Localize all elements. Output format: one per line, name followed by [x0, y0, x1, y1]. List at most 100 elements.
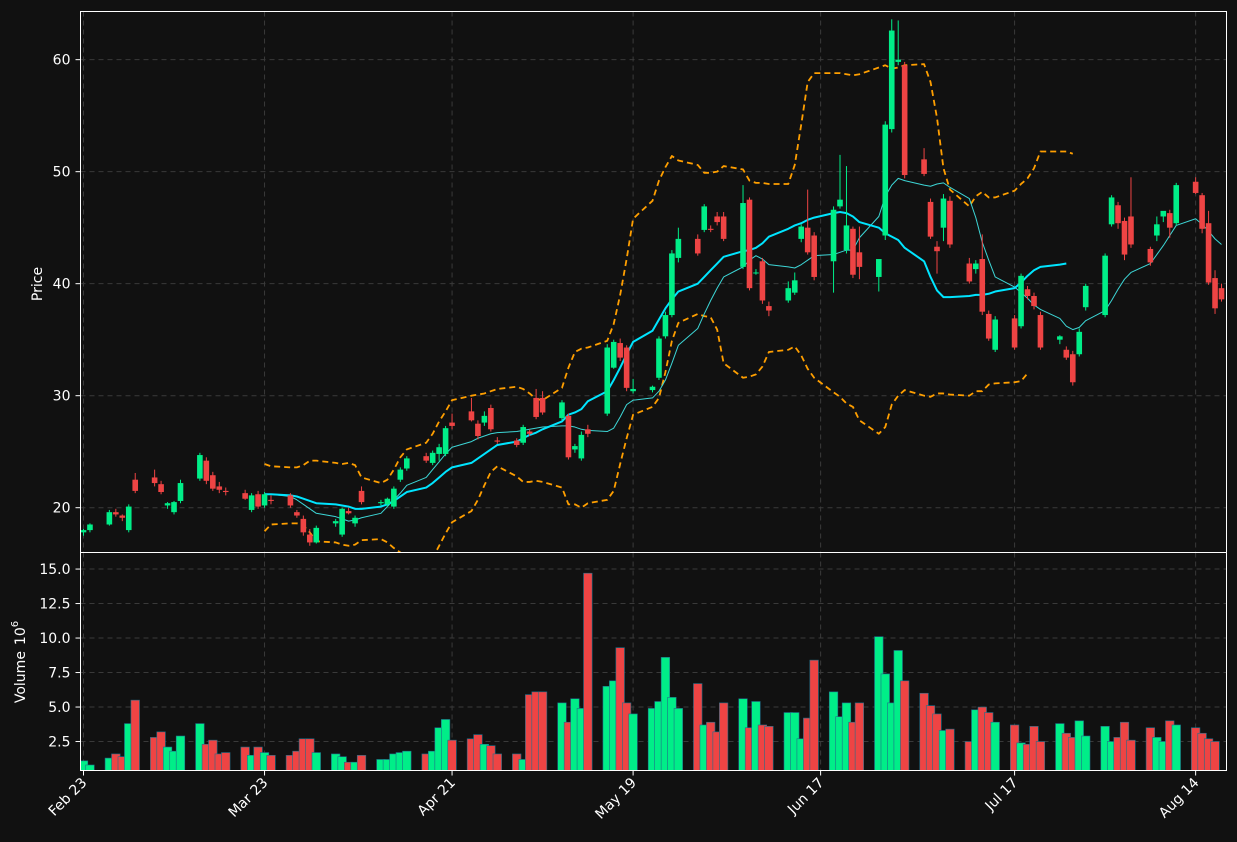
candle [352, 515, 358, 527]
candle-body [332, 521, 339, 524]
candle [804, 189, 811, 255]
candle [242, 489, 248, 500]
candle-body [979, 259, 986, 312]
candle-body [87, 524, 93, 531]
candle-body [649, 386, 656, 391]
candle-body [811, 235, 817, 277]
candle [694, 234, 701, 256]
candle-body [1166, 213, 1173, 228]
candle [753, 269, 759, 275]
candle-body [119, 515, 126, 518]
candle-body [1199, 195, 1205, 229]
sma-slow-line [264, 210, 1067, 510]
price-tick-label: 50 [53, 165, 71, 181]
candle-body [449, 422, 455, 426]
candle-body [436, 447, 442, 454]
candle-body [391, 488, 397, 507]
candle-body [520, 427, 526, 443]
candle [1082, 283, 1089, 311]
candle-body [830, 209, 837, 262]
volume-tick-label: 5.0 [48, 700, 70, 716]
candle [1212, 270, 1218, 314]
candle-body [125, 506, 132, 531]
candle [261, 492, 268, 508]
candle [1031, 292, 1037, 310]
candle [151, 469, 158, 487]
candle-body [578, 434, 585, 459]
volume-bar [1126, 739, 1136, 771]
candle [513, 438, 520, 448]
volume-bar [356, 755, 367, 771]
candle-body [80, 530, 87, 533]
candle [798, 224, 805, 243]
candle-body [876, 259, 882, 277]
volume-bar [628, 713, 638, 771]
candle [630, 378, 636, 394]
candle-body [1063, 349, 1070, 358]
candle-body [947, 200, 953, 245]
volume-bar [1035, 741, 1046, 771]
candle-body [533, 397, 539, 417]
candle-body [992, 319, 998, 350]
candle [585, 424, 591, 438]
candle [940, 194, 947, 242]
candle-body [559, 402, 565, 419]
candle [656, 336, 662, 381]
price-tick-label: 30 [53, 389, 71, 405]
candle [746, 197, 753, 291]
candle-body [429, 452, 436, 463]
candle-body [856, 252, 863, 267]
candle [766, 301, 772, 317]
candle-body [1205, 223, 1212, 283]
candle [125, 504, 132, 533]
candle [210, 471, 216, 491]
bollinger-lower-line [263, 313, 1029, 553]
candlesticks [80, 19, 1225, 546]
candle-body [384, 498, 391, 505]
volume-bar [945, 728, 955, 771]
volume-bar [990, 721, 1000, 771]
candle [80, 528, 87, 536]
candle-body [675, 238, 682, 258]
candle-body [222, 490, 229, 493]
candle-body [345, 511, 352, 514]
candle [164, 502, 171, 509]
candle-body [985, 313, 992, 339]
candle-body [261, 494, 268, 506]
candle-body [171, 502, 177, 513]
candle-body [164, 503, 171, 506]
volume-bar [854, 702, 864, 771]
candle [268, 495, 274, 505]
price-tick-label: 40 [53, 277, 71, 293]
candle [494, 437, 501, 444]
candle [785, 281, 792, 303]
candle [307, 528, 313, 546]
candle-body [766, 306, 772, 311]
candle-body [268, 499, 274, 501]
volume-tick-label: 15.0 [39, 562, 70, 578]
candle-body [442, 428, 449, 454]
candle-body [132, 479, 139, 491]
volume-bar [1081, 735, 1091, 771]
volume-bar [492, 753, 502, 771]
candle [158, 480, 164, 495]
candle [1037, 311, 1044, 350]
candle [488, 404, 494, 432]
candle [197, 452, 203, 481]
candle [1121, 217, 1128, 261]
volume-bar [1210, 741, 1220, 771]
candle [927, 198, 934, 239]
candle [248, 493, 255, 513]
volume-bar [673, 708, 683, 771]
candle [1018, 273, 1024, 329]
candle [1147, 246, 1154, 266]
candle-body [759, 261, 766, 301]
candle-body [1115, 205, 1121, 224]
candle-body [940, 198, 947, 228]
candle [759, 257, 766, 304]
candle [332, 518, 339, 527]
candle-body [804, 227, 811, 253]
candle-body [740, 203, 746, 267]
candle-body [423, 456, 429, 461]
candle [876, 259, 882, 292]
